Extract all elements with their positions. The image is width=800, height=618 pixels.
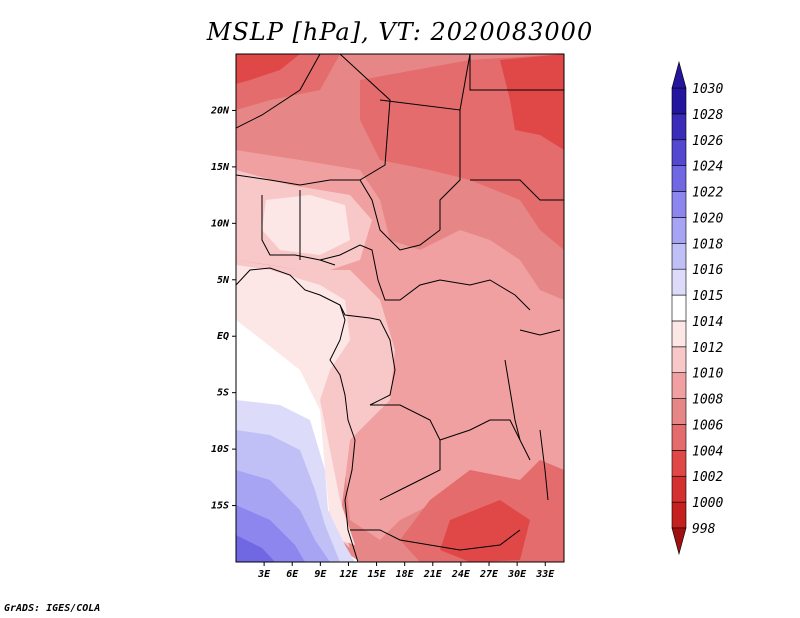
y-tick-label: EQ bbox=[217, 331, 229, 342]
colorbar-swatch bbox=[671, 191, 687, 218]
map-frame bbox=[235, 53, 565, 563]
y-axis-ticks: 20N 15N 10N 5N EQ 5S 10S 15S bbox=[210, 105, 236, 512]
colorbar-swatch bbox=[671, 242, 687, 270]
colorbar-label: 1010 bbox=[692, 367, 723, 382]
colorbar-swatch bbox=[671, 320, 687, 348]
x-axis-ticks: 3E 6E 9E 12E 15E 18E 21E 24E 27E 30E 33E bbox=[257, 562, 555, 580]
colorbar-swatch bbox=[671, 372, 687, 399]
border-egypt bbox=[469, 54, 564, 91]
border-drc-zambia bbox=[439, 419, 531, 461]
border-uganda bbox=[519, 329, 561, 336]
colorbar-upper-triangle bbox=[671, 60, 687, 89]
colorbar-label: 1016 bbox=[692, 263, 723, 278]
y-tick-label: 15N bbox=[211, 162, 230, 173]
lake-tanganyika bbox=[504, 359, 521, 441]
lake-malawi bbox=[539, 429, 549, 501]
colorbar-label: 1000 bbox=[692, 496, 723, 511]
colorbar-swatch bbox=[671, 346, 687, 374]
border-sudan bbox=[470, 179, 564, 201]
border-drc-angola bbox=[370, 404, 441, 501]
y-tick-label: 5N bbox=[217, 275, 230, 286]
y-tick-label: 10S bbox=[211, 444, 229, 455]
colorbar-swatch bbox=[671, 501, 687, 529]
colorbar-label: 1022 bbox=[692, 186, 723, 201]
x-tick-label: 6E bbox=[286, 569, 299, 580]
pressure-field bbox=[236, 54, 564, 562]
field-1024 bbox=[236, 535, 275, 562]
colorbar-label: 1004 bbox=[692, 444, 723, 459]
colorbar-label: 1012 bbox=[692, 341, 723, 356]
x-tick-label: 9E bbox=[314, 569, 327, 580]
y-tick-label: 20N bbox=[210, 105, 230, 116]
x-tick-label: 24E bbox=[451, 569, 471, 580]
colorbar-label: 1030 bbox=[692, 82, 723, 97]
border-algeria-niger bbox=[339, 54, 391, 181]
colorbar-swatch bbox=[671, 398, 687, 425]
colorbar-swatch bbox=[671, 450, 687, 477]
colorbar-label: 1020 bbox=[692, 211, 723, 226]
colorbar-label: 1006 bbox=[692, 418, 723, 433]
x-tick-label: 33E bbox=[535, 569, 555, 580]
border-chad-sudan bbox=[439, 110, 461, 230]
colorbar-swatch bbox=[671, 294, 687, 322]
colorbar-label: 1008 bbox=[692, 393, 723, 408]
x-tick-label: 18E bbox=[396, 569, 415, 580]
coastline-west bbox=[236, 267, 359, 562]
colorbar-swatch bbox=[671, 268, 687, 296]
y-tick-label: 10N bbox=[211, 218, 230, 229]
x-tick-label: 15E bbox=[368, 569, 387, 580]
colorbar-label: 1026 bbox=[692, 134, 723, 149]
y-tick-label: 15S bbox=[211, 501, 229, 512]
border-cameroon-gabon bbox=[339, 304, 381, 321]
colorbar-label: 1002 bbox=[692, 470, 723, 485]
field-1014-nigeria bbox=[262, 195, 350, 255]
colorbar-label: 1028 bbox=[692, 108, 723, 123]
field-1004-zambia bbox=[440, 500, 530, 562]
border-congo bbox=[369, 319, 396, 406]
map-title: MSLP [hPa], VT: 2020083000 bbox=[206, 18, 594, 46]
colorbar-label: 1014 bbox=[692, 315, 723, 330]
country-borders bbox=[236, 54, 564, 562]
x-tick-label: 27E bbox=[479, 569, 499, 580]
colorbar: 998 1000 1002 1004 1006 1008 1010 1012 1014 1015 1… bbox=[671, 60, 723, 556]
colorbar-swatch bbox=[671, 217, 687, 244]
colorbar-swatch bbox=[671, 475, 687, 503]
x-tick-label: 30E bbox=[507, 569, 527, 580]
y-tick-label: 5S bbox=[217, 388, 229, 399]
colorbar-swatch bbox=[671, 424, 687, 451]
field-1004-nw bbox=[236, 54, 300, 84]
field-1004-ne bbox=[500, 54, 564, 150]
border-car bbox=[319, 244, 531, 311]
colorbar-swatch bbox=[671, 113, 687, 141]
colorbar-label: 998 bbox=[692, 522, 716, 537]
colorbar-swatch bbox=[671, 165, 687, 192]
x-tick-label: 21E bbox=[423, 569, 443, 580]
colorbar-swatch bbox=[671, 87, 687, 115]
colorbar-label: 1024 bbox=[692, 160, 723, 175]
border-sahel bbox=[236, 174, 441, 251]
border-benin bbox=[261, 195, 336, 266]
border-algeria-mali bbox=[236, 54, 321, 129]
colorbar-label: 1018 bbox=[692, 237, 723, 252]
x-tick-label: 12E bbox=[339, 569, 358, 580]
x-tick-label: 3E bbox=[257, 569, 271, 580]
border-namibia bbox=[350, 529, 521, 551]
colorbar-label: 1015 bbox=[692, 289, 723, 304]
grads-credit: GrADS: IGES/COLA bbox=[4, 603, 101, 614]
colorbar-lower-triangle bbox=[671, 527, 687, 556]
colorbar-swatch bbox=[671, 139, 687, 166]
